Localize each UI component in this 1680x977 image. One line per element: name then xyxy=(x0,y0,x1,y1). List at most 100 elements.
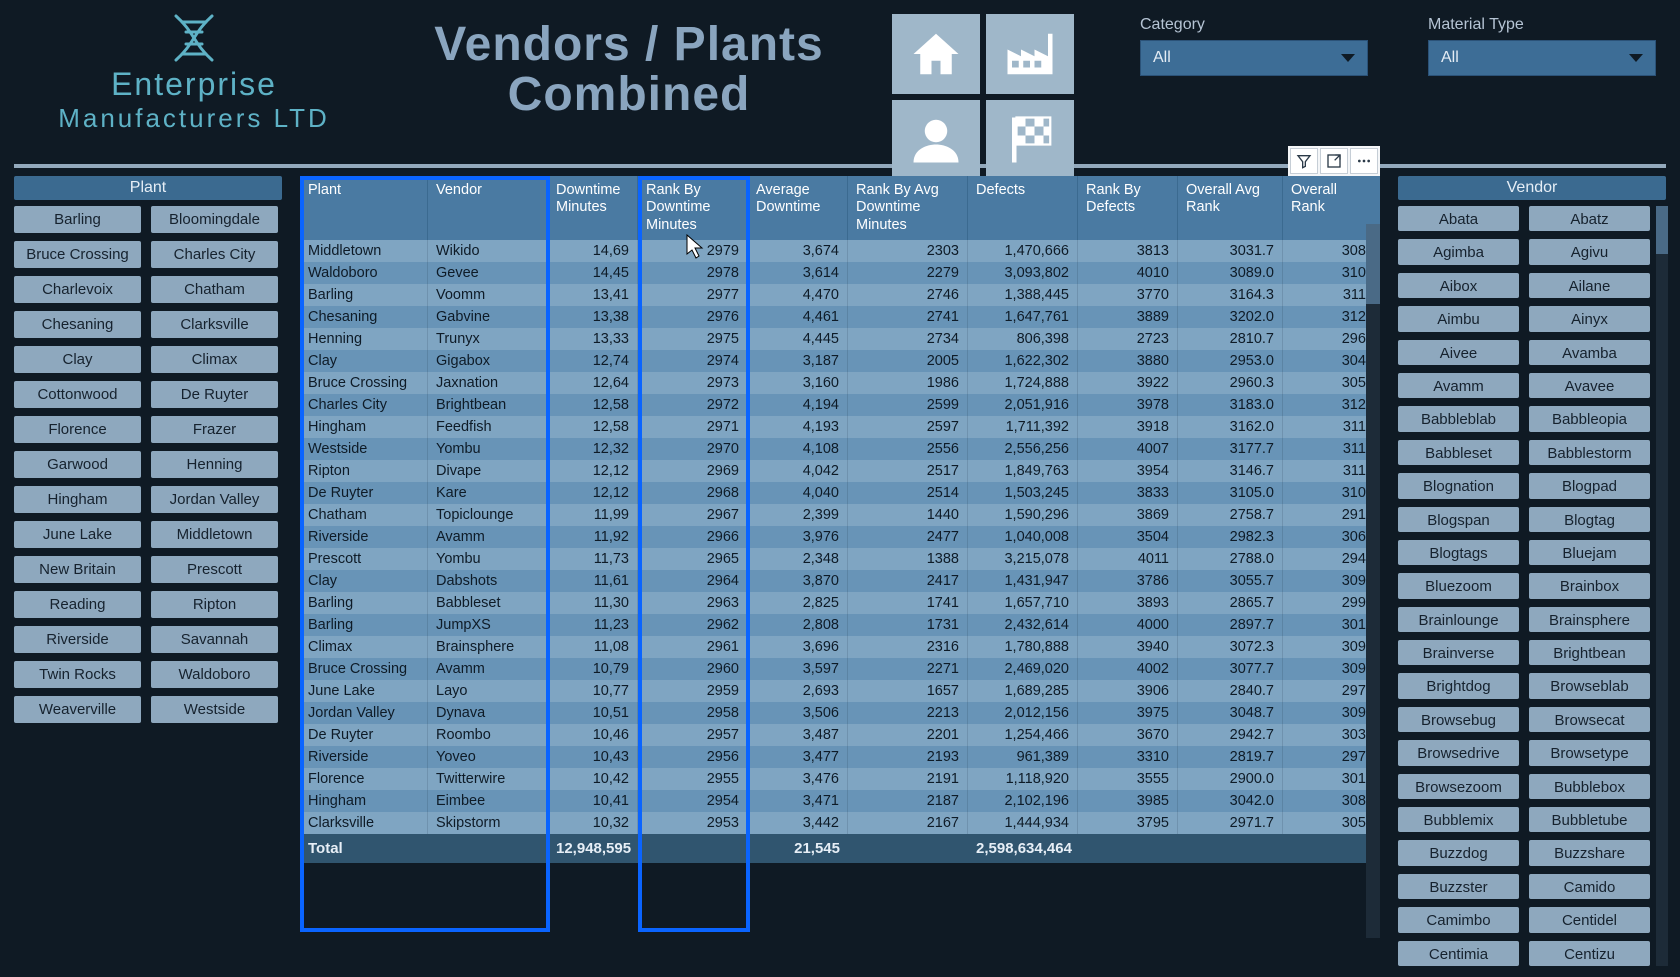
table-row[interactable]: FlorenceTwitterwire10,4229553,47621911,1… xyxy=(300,768,1380,790)
table-row[interactable]: ClayDabshots11,6129643,87024171,431,9473… xyxy=(300,570,1380,592)
vendor-chip[interactable]: Camido xyxy=(1529,874,1650,899)
plant-chip[interactable]: Charlevoix xyxy=(14,276,141,303)
table-row[interactable]: RiversideAvamm11,9229663,97624771,040,00… xyxy=(300,526,1380,548)
table-row[interactable]: RiversideYoveo10,4329563,4772193961,3893… xyxy=(300,746,1380,768)
table-row[interactable]: HinghamFeedfish12,5829714,19325971,711,3… xyxy=(300,416,1380,438)
plant-chip[interactable]: Barling xyxy=(14,206,141,233)
vendor-chip[interactable]: Centidel xyxy=(1529,907,1650,932)
table-row[interactable]: June LakeLayo10,7729592,69316571,689,285… xyxy=(300,680,1380,702)
plant-chip[interactable]: Westside xyxy=(151,696,278,723)
plant-chip[interactable]: Ripton xyxy=(151,591,278,618)
vendor-chip[interactable]: Bluejam xyxy=(1529,540,1650,565)
plant-chip[interactable]: Waldoboro xyxy=(151,661,278,688)
table-row[interactable]: MiddletownWikido14,6929793,67423031,470,… xyxy=(300,240,1380,262)
vendor-chip[interactable]: Abatz xyxy=(1529,206,1650,231)
vendor-chip[interactable]: Aibox xyxy=(1398,273,1519,298)
vendor-chip[interactable]: Agivu xyxy=(1529,239,1650,264)
plant-chip[interactable]: Prescott xyxy=(151,556,278,583)
vendor-chip[interactable]: Babbleset xyxy=(1398,440,1519,465)
table-row[interactable]: ClimaxBrainsphere11,0829613,69623161,780… xyxy=(300,636,1380,658)
column-header[interactable]: Rank By Downtime Minutes xyxy=(638,176,748,240)
vendor-scroll-thumb[interactable] xyxy=(1656,206,1668,254)
plant-chip[interactable]: Weaverville xyxy=(14,696,141,723)
category-select[interactable]: All xyxy=(1140,40,1368,76)
table-row[interactable]: BarlingBabbleset11,3029632,82517411,657,… xyxy=(300,592,1380,614)
table-row[interactable]: BarlingVoomm13,4129774,47027461,388,4453… xyxy=(300,284,1380,306)
vendor-chip[interactable]: Brainsphere xyxy=(1529,607,1650,632)
table-row[interactable]: De RuyterKare12,1229684,04025141,503,245… xyxy=(300,482,1380,504)
table-row[interactable]: Bruce CrossingAvamm10,7929603,59722712,4… xyxy=(300,658,1380,680)
vendor-chip[interactable]: Babblestorm xyxy=(1529,440,1650,465)
vendor-chip[interactable]: Buzzster xyxy=(1398,874,1519,899)
nav-finish[interactable] xyxy=(986,100,1074,180)
plant-chip[interactable]: Middletown xyxy=(151,521,278,548)
plant-chip[interactable]: Twin Rocks xyxy=(14,661,141,688)
vendor-chip[interactable]: Avavee xyxy=(1529,373,1650,398)
vendor-chip[interactable]: Blogspan xyxy=(1398,507,1519,532)
vendor-chip[interactable]: Blogtags xyxy=(1398,540,1519,565)
vendor-chip[interactable]: Ainyx xyxy=(1529,306,1650,331)
table-row[interactable]: PrescottYombu11,7329652,34813883,215,078… xyxy=(300,548,1380,570)
table-row[interactable]: HenningTrunyx13,3329754,4452734806,39827… xyxy=(300,328,1380,350)
vendor-chip[interactable]: Browsetype xyxy=(1529,740,1650,765)
vendor-chip[interactable]: Blognation xyxy=(1398,473,1519,498)
table-row[interactable]: Bruce CrossingJaxnation12,6429733,160198… xyxy=(300,372,1380,394)
vendor-chip[interactable]: Blogtag xyxy=(1529,507,1650,532)
vendor-chip[interactable]: Agimba xyxy=(1398,239,1519,264)
table-scroll-thumb[interactable] xyxy=(1366,224,1380,304)
vendor-chip[interactable]: Aivee xyxy=(1398,340,1519,365)
vendor-chip[interactable]: Centimia xyxy=(1398,941,1519,966)
vendor-chip[interactable]: Abata xyxy=(1398,206,1519,231)
more-options-button[interactable] xyxy=(1350,148,1378,174)
table-row[interactable]: WestsideYombu12,3229704,10825562,556,256… xyxy=(300,438,1380,460)
focus-button[interactable] xyxy=(1320,148,1348,174)
plant-chip[interactable]: Chesaning xyxy=(14,311,141,338)
vendor-chip[interactable]: Buzzdog xyxy=(1398,840,1519,865)
plant-chip[interactable]: De Ruyter xyxy=(151,381,278,408)
column-header[interactable]: Rank By Defects xyxy=(1078,176,1178,240)
vendor-scrollbar[interactable] xyxy=(1656,206,1668,966)
column-header[interactable]: Downtime Minutes xyxy=(548,176,638,240)
vendor-chip[interactable]: Brainbox xyxy=(1529,573,1650,598)
table-row[interactable]: De RuyterRoombo10,4629573,48722011,254,4… xyxy=(300,724,1380,746)
table-row[interactable]: ClarksvilleSkipstorm10,3229533,44221671,… xyxy=(300,812,1380,834)
plant-chip[interactable]: Bruce Crossing xyxy=(14,241,141,268)
vendor-chip[interactable]: Avamba xyxy=(1529,340,1650,365)
nav-home[interactable] xyxy=(892,14,980,94)
table-row[interactable]: ChathamTopiclounge11,9929672,39914401,59… xyxy=(300,504,1380,526)
plant-chip[interactable]: Jordan Valley xyxy=(151,486,278,513)
column-header[interactable]: Plant xyxy=(300,176,428,240)
table-row[interactable]: ClayGigabox12,7429743,18720051,622,30238… xyxy=(300,350,1380,372)
vendor-chip[interactable]: Bubblebox xyxy=(1529,774,1650,799)
plant-chip[interactable]: June Lake xyxy=(14,521,141,548)
plant-chip[interactable]: Savannah xyxy=(151,626,278,653)
vendor-chip[interactable]: Browsedrive xyxy=(1398,740,1519,765)
vendor-chip[interactable]: Blogpad xyxy=(1529,473,1650,498)
filter-button[interactable] xyxy=(1290,148,1318,174)
column-header[interactable]: Average Downtime xyxy=(748,176,848,240)
column-header[interactable]: Defects xyxy=(968,176,1078,240)
plant-chip[interactable]: Climax xyxy=(151,346,278,373)
plant-chip[interactable]: Frazer xyxy=(151,416,278,443)
vendor-chip[interactable]: Browsebug xyxy=(1398,707,1519,732)
vendor-chip[interactable]: Bluezoom xyxy=(1398,573,1519,598)
nav-plants[interactable] xyxy=(986,14,1074,94)
vendor-chip[interactable]: Brainlounge xyxy=(1398,607,1519,632)
vendor-chip[interactable]: Avamm xyxy=(1398,373,1519,398)
table-row[interactable]: Charles CityBrightbean12,5829724,1942599… xyxy=(300,394,1380,416)
vendor-chip[interactable]: Bubblemix xyxy=(1398,807,1519,832)
vendor-chip[interactable]: Ailane xyxy=(1529,273,1650,298)
vendor-chip[interactable]: Aimbu xyxy=(1398,306,1519,331)
vendor-chip[interactable]: Centizu xyxy=(1529,941,1650,966)
plant-chip[interactable]: Cottonwood xyxy=(14,381,141,408)
table-row[interactable]: HinghamEimbee10,4129543,47121872,102,196… xyxy=(300,790,1380,812)
material-select[interactable]: All xyxy=(1428,40,1656,76)
plant-chip[interactable]: Bloomingdale xyxy=(151,206,278,233)
plant-chip[interactable]: Clarksville xyxy=(151,311,278,338)
table-row[interactable]: BarlingJumpXS11,2329622,80817312,432,614… xyxy=(300,614,1380,636)
plant-chip[interactable]: Henning xyxy=(151,451,278,478)
vendor-chip[interactable]: Brightdog xyxy=(1398,673,1519,698)
table-row[interactable]: WaldoboroGevee14,4529783,61422793,093,80… xyxy=(300,262,1380,284)
plant-chip[interactable]: Hingham xyxy=(14,486,141,513)
vendor-chip[interactable]: Browseblab xyxy=(1529,673,1650,698)
